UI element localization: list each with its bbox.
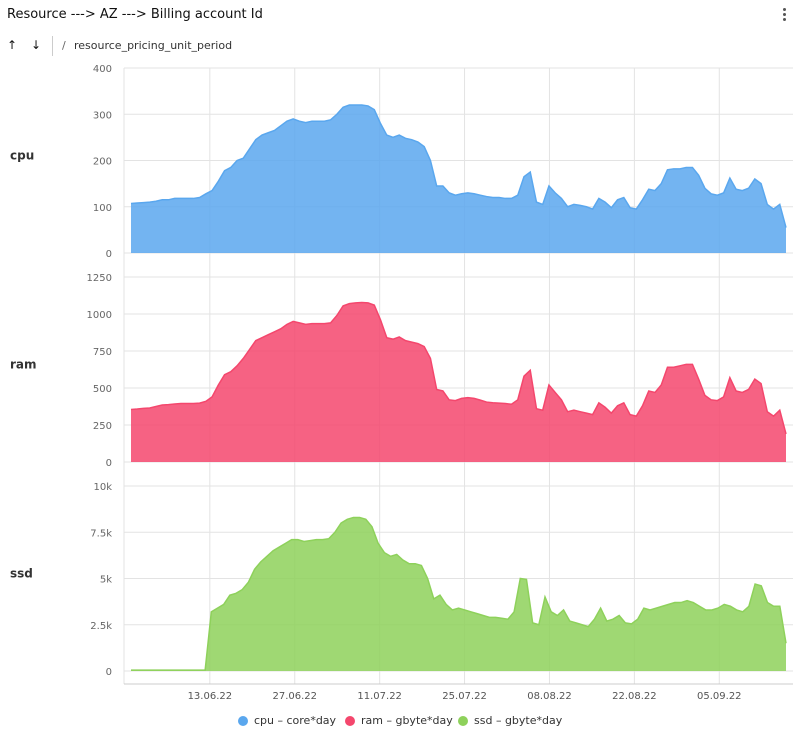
y-tick-label: 100 [93,203,112,214]
x-tick-label: 08.08.22 [527,691,572,702]
legend-label: cpu – core*day [254,714,336,727]
legend-marker [458,716,468,726]
area-ram[interactable] [131,302,786,462]
x-tick-label: 11.07.22 [357,691,402,702]
area-ssd[interactable] [131,517,786,671]
area-cpu[interactable] [131,105,786,253]
x-tick-label: 22.08.22 [612,691,657,702]
y-tick-label: 2.5k [90,621,112,632]
legend-marker [345,716,355,726]
legend-label: ram – gbyte*day [361,714,453,727]
y-tick-label: 0 [106,667,112,678]
y-tick-label: 1250 [87,273,112,284]
legend-item-cpu[interactable]: cpu – core*day [238,714,336,727]
legend-label: ssd – gbyte*day [474,714,562,727]
legend-marker [238,716,248,726]
y-tick-label: 5k [100,575,112,586]
x-tick-label: 05.09.22 [697,691,742,702]
y-tick-label: 250 [93,421,112,432]
x-tick-label: 13.06.22 [188,691,233,702]
y-tick-label: 750 [93,347,112,358]
legend-item-ssd[interactable]: ssd – gbyte*day [458,714,562,727]
y-tick-label: 300 [93,110,112,121]
panel-label-ssd: ssd [10,567,33,581]
y-tick-label: 400 [93,64,112,75]
y-tick-label: 7.5k [90,528,112,539]
panel-label-cpu: cpu [10,149,34,163]
x-tick-label: 27.06.22 [272,691,317,702]
legend-item-ram[interactable]: ram – gbyte*day [345,714,453,727]
y-tick-label: 0 [106,458,112,469]
x-tick-label: 25.07.22 [442,691,487,702]
y-tick-label: 10k [93,482,112,493]
y-tick-label: 1000 [87,310,112,321]
y-tick-label: 0 [106,249,112,260]
y-tick-label: 500 [93,384,112,395]
panel-label-ram: ram [10,358,37,372]
y-tick-label: 200 [93,157,112,168]
chart-legend: cpu – core*day ram – gbyte*day ssd – gbyte… [0,714,799,734]
